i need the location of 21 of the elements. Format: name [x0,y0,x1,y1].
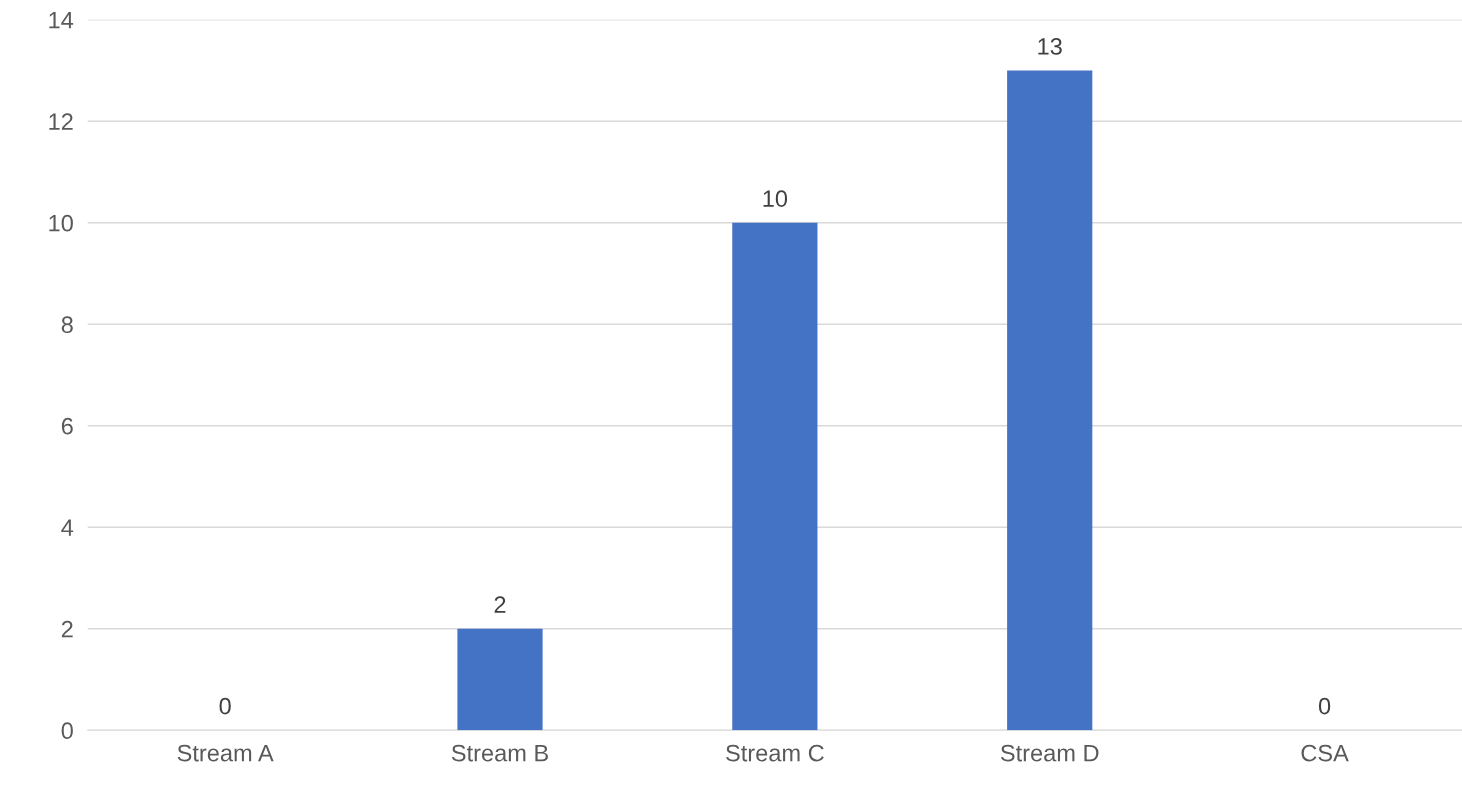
data-label: 2 [494,596,506,613]
bar [457,628,543,731]
y-tick-label: 6 [61,417,73,435]
x-tick-label: Stream D [1000,744,1099,762]
data-label: 0 [219,697,231,715]
x-tick-label: Stream A [177,744,274,762]
y-tick-label: 4 [61,519,74,536]
data-label: 13 [1038,38,1062,55]
y-tick-label: 14 [49,12,74,29]
y-tick-label: 12 [49,113,73,130]
data-label: 0 [1318,697,1331,715]
bar [732,222,818,731]
x-tick-label: Stream C [726,744,824,762]
x-tick-label: Stream B [451,744,548,762]
bar [1007,70,1093,731]
data-label: 10 [763,190,788,207]
y-tick-label: 8 [61,316,73,334]
y-tick-label: 10 [49,214,73,232]
x-tick-label: CSA [1301,744,1349,762]
y-tick-label: 0 [61,722,73,740]
y-tick-label: 2 [61,620,73,638]
